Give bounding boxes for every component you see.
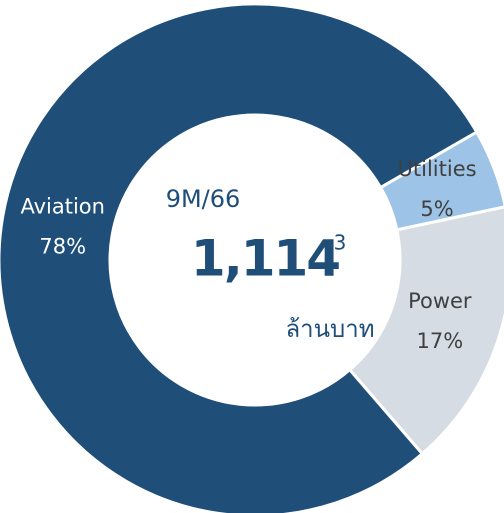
donut-hole xyxy=(110,115,400,405)
segment-label: Power xyxy=(408,289,472,313)
segment-label: Utilities xyxy=(398,157,477,181)
donut-segment xyxy=(378,129,504,232)
segment-label: Aviation xyxy=(20,194,105,218)
center-footnote: 3 xyxy=(334,231,347,255)
segment-value-label: 78% xyxy=(39,234,86,258)
center-title: 9M/66 xyxy=(166,185,241,213)
segment-value-label: 5% xyxy=(420,197,453,221)
center-unit: ล้านบาท xyxy=(285,315,374,343)
segment-value-label: 17% xyxy=(416,329,463,353)
center-value: 1,114 xyxy=(191,230,339,288)
